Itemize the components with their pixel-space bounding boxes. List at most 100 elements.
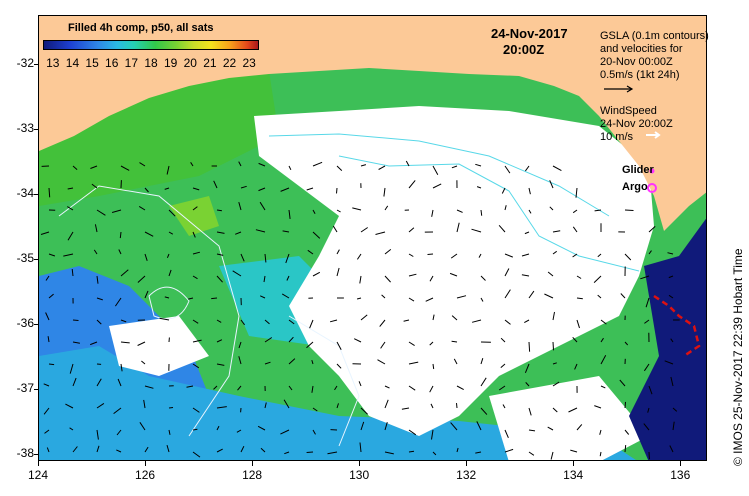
velocity-arrow — [72, 319, 79, 321]
velocity-arrow — [504, 253, 513, 258]
velocity-arrow — [352, 207, 362, 211]
velocity-arrow — [528, 451, 535, 456]
velocity-arrow — [164, 296, 170, 299]
velocity-arrow — [524, 363, 530, 373]
velocity-arrow — [480, 358, 484, 365]
velocity-arrow — [143, 399, 146, 409]
velocity-arrow — [521, 274, 530, 277]
velocity-arrow — [572, 336, 578, 343]
velocity-arrow — [476, 186, 482, 189]
velocity-arrow — [166, 165, 170, 175]
velocity-arrow — [45, 312, 50, 321]
velocity-arrow — [456, 447, 459, 453]
glider-symbol — [649, 168, 655, 174]
velocity-arrow — [572, 253, 578, 258]
velocity-arrow — [282, 230, 290, 233]
x-tick-mark — [252, 461, 254, 466]
y-tick-label: -36 — [16, 316, 34, 331]
velocity-arrow — [429, 341, 434, 346]
velocity-arrow — [240, 185, 247, 189]
velocity-arrow — [408, 450, 415, 453]
x-tick-label: 124 — [27, 468, 49, 482]
velocity-arrow — [264, 361, 271, 365]
sst-warm-spots — [169, 196, 219, 236]
velocity-arrow — [549, 180, 554, 189]
y-tick-label: -34 — [16, 186, 34, 201]
velocity-arrow — [408, 273, 417, 277]
velocity-arrow — [96, 429, 99, 440]
velocity-arrow — [552, 362, 557, 365]
velocity-arrow — [528, 290, 535, 299]
velocity-arrow — [311, 359, 314, 365]
argo-track — [653, 294, 701, 358]
velocity-arrow — [384, 205, 389, 211]
velocity-arrow — [594, 405, 602, 409]
colorbar-label: 17 — [124, 56, 139, 70]
velocity-arrow — [216, 319, 222, 323]
velocity-arrow — [668, 275, 674, 279]
velocity-arrow — [408, 341, 415, 347]
velocity-arrow — [550, 451, 554, 460]
velocity-arrow — [547, 426, 554, 431]
velocity-arrow — [576, 424, 583, 431]
velocity-arrow — [280, 187, 290, 192]
velocity-arrow — [500, 337, 506, 343]
velocity-arrow — [360, 407, 368, 415]
velocity-arrow — [235, 231, 242, 235]
velocity-arrow — [384, 399, 389, 409]
velocity-arrow — [358, 381, 362, 387]
velocity-arrow — [600, 355, 607, 365]
colorbar-label: 16 — [105, 56, 119, 70]
velocity-arrow — [480, 297, 484, 302]
velocity-arrow — [43, 383, 50, 387]
velocity-arrow — [575, 187, 578, 198]
x-tick-mark — [359, 461, 361, 466]
velocity-arrow — [48, 253, 56, 257]
velocity-arrow — [552, 250, 557, 255]
velocity-arrow — [44, 429, 50, 434]
velocity-arrow — [408, 180, 416, 189]
velocity-arrow — [451, 165, 458, 169]
velocity-arrow — [456, 403, 458, 409]
velocity-arrow — [238, 341, 242, 349]
velocity-arrow — [453, 358, 458, 365]
velocity-arrow — [480, 209, 483, 216]
temperature-colorbar — [43, 40, 259, 50]
velocity-arrow — [620, 293, 626, 299]
velocity-arrow — [498, 224, 506, 233]
velocity-arrow — [192, 428, 198, 431]
velocity-arrow — [119, 231, 122, 239]
velocity-arrow — [594, 209, 602, 212]
legend-wind-line-1: WindSpeed — [600, 105, 657, 117]
velocity-arrow — [72, 165, 78, 170]
velocity-arrow — [48, 293, 54, 299]
velocity-arrow — [192, 187, 200, 191]
velocity-arrow — [431, 429, 434, 440]
x-tick-mark — [680, 461, 682, 466]
colorbar-label: 23 — [242, 56, 256, 70]
velocity-arrow — [408, 297, 415, 302]
velocity-arrow — [67, 206, 74, 211]
velocity-arrow — [528, 341, 531, 352]
velocity-arrow — [96, 445, 100, 453]
legend-gsla-line-1: GSLA (0.1m contours) — [600, 30, 709, 42]
velocity-arrow — [504, 289, 511, 299]
velocity-arrow — [360, 227, 368, 233]
velocity-arrow — [670, 338, 674, 343]
velocity-arrow — [408, 429, 417, 436]
velocity-arrow — [456, 209, 463, 213]
velocity-arrow — [168, 269, 172, 277]
velocity-arrow — [524, 165, 530, 172]
velocity-arrow — [572, 209, 578, 214]
velocity-arrow — [336, 249, 340, 255]
velocity-arrow — [288, 358, 296, 365]
velocity-arrow — [359, 275, 362, 284]
velocity-arrow — [216, 363, 225, 366]
velocity-arrow — [120, 341, 130, 344]
velocity-arrow — [263, 275, 266, 283]
velocity-arrow — [257, 425, 266, 431]
velocity-arrow — [137, 341, 146, 346]
velocity-arrow — [186, 385, 194, 388]
velocity-arrow — [264, 253, 267, 263]
colorbar-label: 22 — [222, 56, 237, 70]
